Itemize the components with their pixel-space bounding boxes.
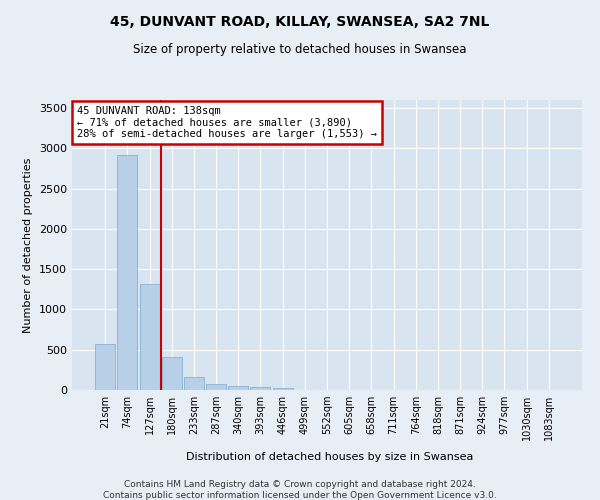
Text: Contains HM Land Registry data © Crown copyright and database right 2024.: Contains HM Land Registry data © Crown c… xyxy=(124,480,476,489)
Bar xyxy=(206,384,226,390)
Text: 45 DUNVANT ROAD: 138sqm
← 71% of detached houses are smaller (3,890)
28% of semi: 45 DUNVANT ROAD: 138sqm ← 71% of detache… xyxy=(77,106,377,139)
Bar xyxy=(162,356,182,390)
Text: 45, DUNVANT ROAD, KILLAY, SWANSEA, SA2 7NL: 45, DUNVANT ROAD, KILLAY, SWANSEA, SA2 7… xyxy=(110,15,490,29)
Text: Contains public sector information licensed under the Open Government Licence v3: Contains public sector information licen… xyxy=(103,491,497,500)
Bar xyxy=(272,388,293,390)
Bar xyxy=(140,284,160,390)
Bar xyxy=(228,386,248,390)
Text: Size of property relative to detached houses in Swansea: Size of property relative to detached ho… xyxy=(133,42,467,56)
Y-axis label: Number of detached properties: Number of detached properties xyxy=(23,158,34,332)
Bar xyxy=(184,376,204,390)
Bar xyxy=(95,344,115,390)
Text: Distribution of detached houses by size in Swansea: Distribution of detached houses by size … xyxy=(187,452,473,462)
Bar xyxy=(118,155,137,390)
Bar xyxy=(250,387,271,390)
